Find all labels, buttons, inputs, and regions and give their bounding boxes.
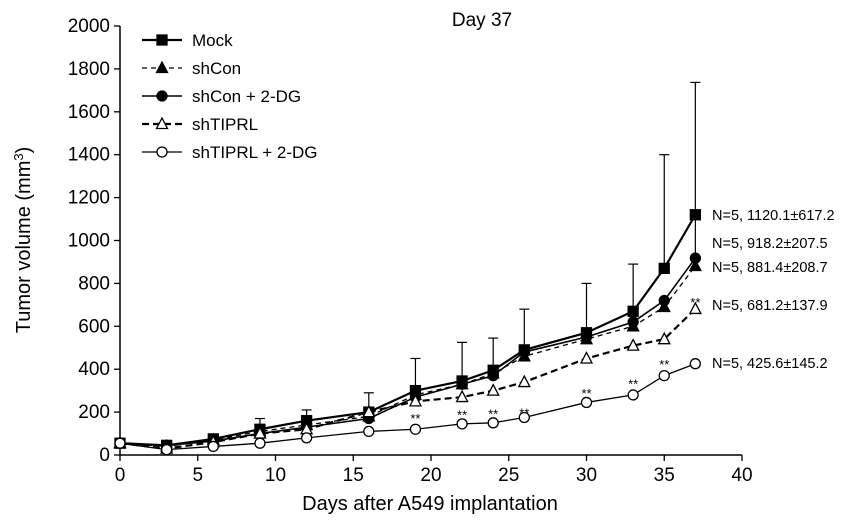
- data-point: [362, 404, 376, 418]
- end-annotation: N=5, 1120.1±617.2: [712, 208, 835, 224]
- x-tick-label: 25: [498, 465, 519, 486]
- y-tick-label: 400: [78, 359, 110, 380]
- data-point: [455, 389, 469, 403]
- data-point: [487, 417, 499, 429]
- significance-mark: **: [457, 408, 467, 423]
- data-point: [579, 351, 594, 364]
- x-tick-label: 40: [731, 465, 752, 486]
- y-tick-label: 1200: [68, 188, 110, 209]
- data-point: [254, 437, 266, 449]
- y-axis-title: Tumor volume (mm3): [11, 147, 36, 334]
- x-tick-label: 0: [115, 465, 126, 486]
- data-point: [689, 358, 701, 370]
- data-point: [658, 262, 670, 275]
- y-axis-title-end: ): [13, 147, 35, 154]
- legend-label: shTIPRL: [192, 115, 258, 134]
- plot-area: 0 5 10 15 20 25 30 35 40020040060080010001200140…: [68, 16, 753, 486]
- data-point: [408, 393, 423, 407]
- y-tick-label: 1400: [68, 145, 110, 166]
- series-line-3: [119, 308, 697, 450]
- significance-mark: **: [581, 386, 591, 401]
- end-annotation: N=5, 425.6±145.2: [712, 356, 828, 372]
- legend-swatch-marker: [155, 116, 169, 130]
- legend: Mock shCon shCon + 2-DG shTIPRL shTIPRL + 2-…: [142, 31, 318, 162]
- data-point: [518, 346, 530, 358]
- end-annotation: N=5, 681.2±137.9: [712, 298, 828, 314]
- data-point: [160, 443, 173, 456]
- legend-swatch-marker: [156, 146, 168, 158]
- data-point: [300, 432, 313, 444]
- data-point: [517, 374, 531, 388]
- data-point: [363, 425, 375, 438]
- y-tick-label: 0: [99, 445, 110, 466]
- x-tick-label: 5: [192, 465, 203, 486]
- series-line-0: [119, 214, 697, 447]
- y-tick-label: 1000: [68, 231, 110, 252]
- legend-label: shCon: [192, 59, 241, 78]
- data-point: [657, 299, 671, 313]
- legend-label: shTIPRL + 2-DG: [192, 143, 318, 162]
- x-tick-label: 10: [265, 465, 286, 486]
- data-point: [688, 258, 702, 272]
- y-axis-title-superscript: 3: [11, 153, 26, 160]
- y-tick-label: 1600: [68, 102, 110, 123]
- data-point: [456, 378, 468, 390]
- significance-mark: **: [690, 295, 700, 310]
- legend-item: shTIPRL + 2-DG: [142, 143, 318, 162]
- significance-mark: **: [659, 357, 669, 372]
- legend-item: Mock: [142, 31, 233, 50]
- data-point: [580, 396, 593, 409]
- legend-swatch-marker: [156, 90, 168, 102]
- x-tick-label: 20: [420, 465, 441, 486]
- x-axis-title: Days after A549 implantation: [302, 493, 558, 515]
- data-point: [658, 294, 670, 307]
- x-tick-label: 35: [654, 465, 675, 486]
- legend-item: shCon: [142, 59, 241, 78]
- legend-swatch-marker: [156, 34, 168, 46]
- end-annotation: N=5, 881.4±208.7: [712, 260, 828, 276]
- y-tick-label: 1800: [68, 59, 110, 80]
- y-tick-label: 200: [78, 402, 110, 423]
- legend-label: Mock: [192, 31, 233, 50]
- significance-mark: **: [488, 407, 498, 422]
- data-point: [658, 369, 670, 382]
- data-point: [627, 316, 639, 328]
- chart-title: Day 37: [452, 10, 512, 31]
- data-point: [657, 331, 671, 345]
- legend-item: shCon + 2-DG: [142, 87, 301, 106]
- legend-swatch-marker: [155, 60, 169, 74]
- significance-mark: **: [628, 377, 638, 392]
- y-tick-label: 600: [78, 316, 110, 337]
- legend-item: shTIPRL: [142, 115, 258, 134]
- data-point: [689, 252, 701, 264]
- data-point: [689, 209, 701, 221]
- y-tick-label: 800: [78, 273, 110, 294]
- significance-mark: **: [519, 405, 529, 420]
- data-point: [114, 437, 126, 449]
- y-axis-title-main: Tumor volume (mm: [13, 161, 35, 334]
- x-tick-label: 15: [343, 465, 364, 486]
- data-point: [627, 305, 639, 317]
- data-point: [627, 389, 639, 401]
- data-point: [207, 440, 219, 453]
- series-line-1: [119, 265, 696, 448]
- data-point: [626, 338, 640, 351]
- x-tick-label: 30: [576, 465, 597, 486]
- data-point: [486, 383, 500, 396]
- end-annotations: N=5, 1120.1±617.2 N=5, 918.2±207.5 N=5, 88…: [712, 208, 835, 372]
- data-point: [580, 331, 593, 343]
- series-line-4: [119, 363, 696, 451]
- significance-mark: **: [410, 411, 420, 426]
- data-point: [487, 369, 499, 382]
- legend-label: shCon + 2-DG: [192, 87, 301, 106]
- data-point: [518, 411, 530, 424]
- end-annotation: N=5, 918.2±207.5: [712, 236, 828, 252]
- data-point: [688, 301, 702, 315]
- y-tick-label: 2000: [68, 16, 110, 37]
- data-point: [456, 418, 468, 430]
- data-point: [409, 423, 422, 435]
